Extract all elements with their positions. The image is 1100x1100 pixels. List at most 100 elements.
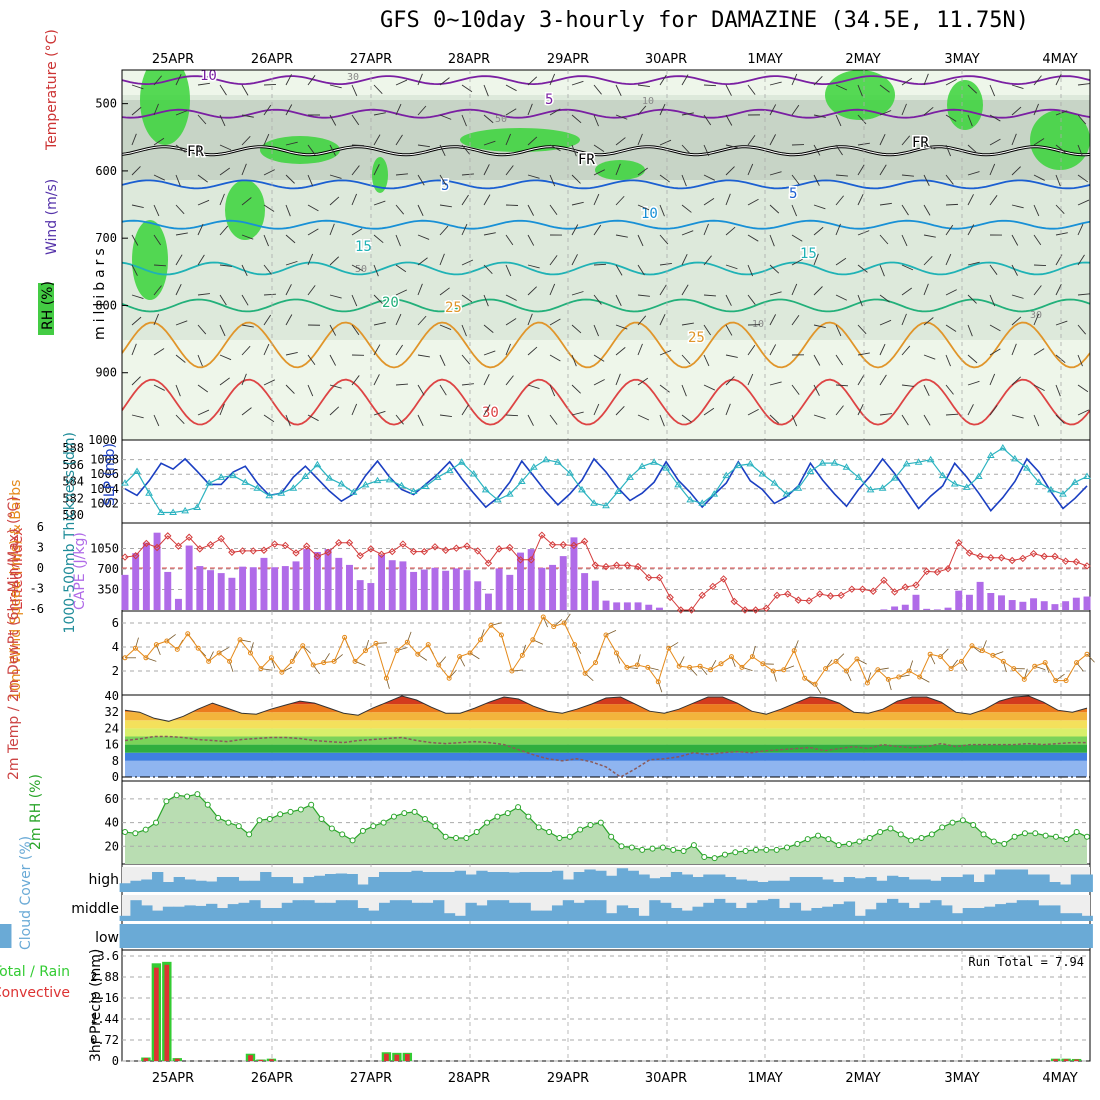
cloud-bar-low (476, 924, 488, 948)
wind-barb-30 (175, 254, 183, 266)
wind-barb-471 (989, 163, 996, 176)
wind-barb-192 (483, 84, 489, 97)
lifted-index-marker (260, 546, 268, 554)
rh2m-marker (494, 813, 501, 820)
precip-tick-label: 0 (112, 1054, 119, 1068)
wind10-marker (802, 675, 808, 681)
wind10-marker (279, 669, 285, 675)
date-top-label: 29APR (547, 52, 589, 67)
upper-air-tick-label: 1000 (88, 433, 117, 447)
cloud-bar-middle (703, 902, 715, 921)
wind-barb-400 (857, 193, 864, 206)
wind-barb-485 (1011, 234, 1019, 246)
wind-barb-431 (901, 414, 909, 426)
wind-barb-428 (901, 313, 907, 326)
wind-barb-520 (1077, 199, 1090, 206)
wind-barb-290 (659, 139, 672, 146)
cloud-bar-high (789, 877, 802, 892)
wind-barb-198 (483, 264, 493, 274)
wind-barb-102 (307, 253, 314, 266)
rh2m-marker (690, 842, 697, 849)
cloud-bar-middle (368, 910, 380, 921)
rh2m-marker (453, 834, 460, 841)
lifted-index-marker (570, 541, 578, 550)
wind-barb-396 (857, 84, 863, 97)
wind-barb-506 (1055, 144, 1066, 153)
wind-barb-336 (747, 84, 756, 95)
lifted-index-marker (794, 596, 803, 604)
cloud-bar-middle (865, 909, 877, 921)
lifted-index-marker (313, 552, 322, 561)
wind-barb-216 (527, 76, 538, 86)
wind-barb-94 (285, 384, 295, 394)
cloud-bar-middle (551, 905, 564, 921)
cloud-bar-middle (1038, 905, 1050, 921)
lifted-index-marker (955, 539, 963, 547)
wind-barb-123 (351, 165, 360, 176)
rh2m-marker (163, 798, 170, 805)
cloud-bar-low (508, 924, 521, 948)
wind-barb-205 (505, 108, 517, 116)
cloud-bar-low (162, 924, 175, 948)
cape-bar (313, 552, 321, 610)
wind-barb-489 (1011, 343, 1017, 356)
wind-barb-109 (329, 114, 337, 126)
wind10-marker (300, 643, 306, 649)
wind-barb-326 (725, 144, 738, 149)
wind-barb-66 (241, 264, 248, 276)
wind10-marker (854, 656, 860, 662)
rh2m-marker (566, 833, 573, 840)
wind-barb-379 (813, 286, 823, 296)
cloud-bar-low (389, 924, 402, 948)
wind-barb-258 (593, 263, 607, 266)
isotherm-line-0 (122, 75, 1090, 86)
cape-bar (613, 602, 621, 610)
rh2m-marker (928, 831, 935, 838)
cape-bar (196, 566, 204, 610)
wind-barb-461 (967, 224, 975, 236)
cloud-bar-low (746, 924, 758, 948)
cloud-bar-middle (541, 910, 553, 921)
wind-barb-229 (549, 108, 561, 116)
temp-tick-label: 40 (105, 689, 119, 703)
lifted-index-marker (805, 597, 813, 605)
cloud-bar-middle (508, 902, 521, 921)
wind-barb-380 (813, 324, 826, 329)
temp-line (124, 695, 1088, 722)
wind10-marker (164, 638, 170, 644)
wind-barb-234 (549, 255, 558, 266)
wind-barb-12 (153, 75, 162, 86)
wind-barb-191 (461, 404, 469, 416)
thickness-marker (505, 490, 514, 497)
wind10-marker (383, 675, 389, 681)
cloud-bar-low (0, 924, 12, 948)
wind-barb-80 (263, 314, 272, 326)
precip-convective-bar (394, 1054, 400, 1061)
wind-barb-63 (241, 163, 247, 176)
cloud-bar-low (573, 924, 585, 948)
wind-barb-280 (637, 204, 650, 211)
cloud-bar-middle (303, 900, 315, 921)
cape-bar (623, 602, 631, 610)
wind-barb-334 (725, 376, 735, 386)
wind-barb-68 (241, 324, 254, 328)
cape-bar (335, 557, 343, 610)
lifted-index-marker (645, 573, 653, 582)
wind10-marker (687, 664, 693, 670)
thickness-marker (445, 466, 454, 474)
cloud-bar-high (951, 877, 964, 892)
cape-bar (1030, 598, 1038, 610)
rh2m-marker (515, 804, 522, 811)
wind-barb-153 (395, 344, 403, 356)
wind-barb-381 (813, 354, 821, 366)
wind10-marker (185, 631, 191, 637)
wind10-marker (321, 660, 327, 666)
cloud-bar-high (314, 875, 326, 892)
wind-barb-119 (329, 406, 340, 416)
wind-barb-244 (571, 201, 584, 206)
date-top-label: 1MAY (747, 52, 782, 67)
cloud-bar-middle (152, 910, 164, 921)
wind-barb-202 (483, 374, 490, 386)
cape-bar (933, 609, 941, 610)
cape-bar (442, 570, 450, 610)
